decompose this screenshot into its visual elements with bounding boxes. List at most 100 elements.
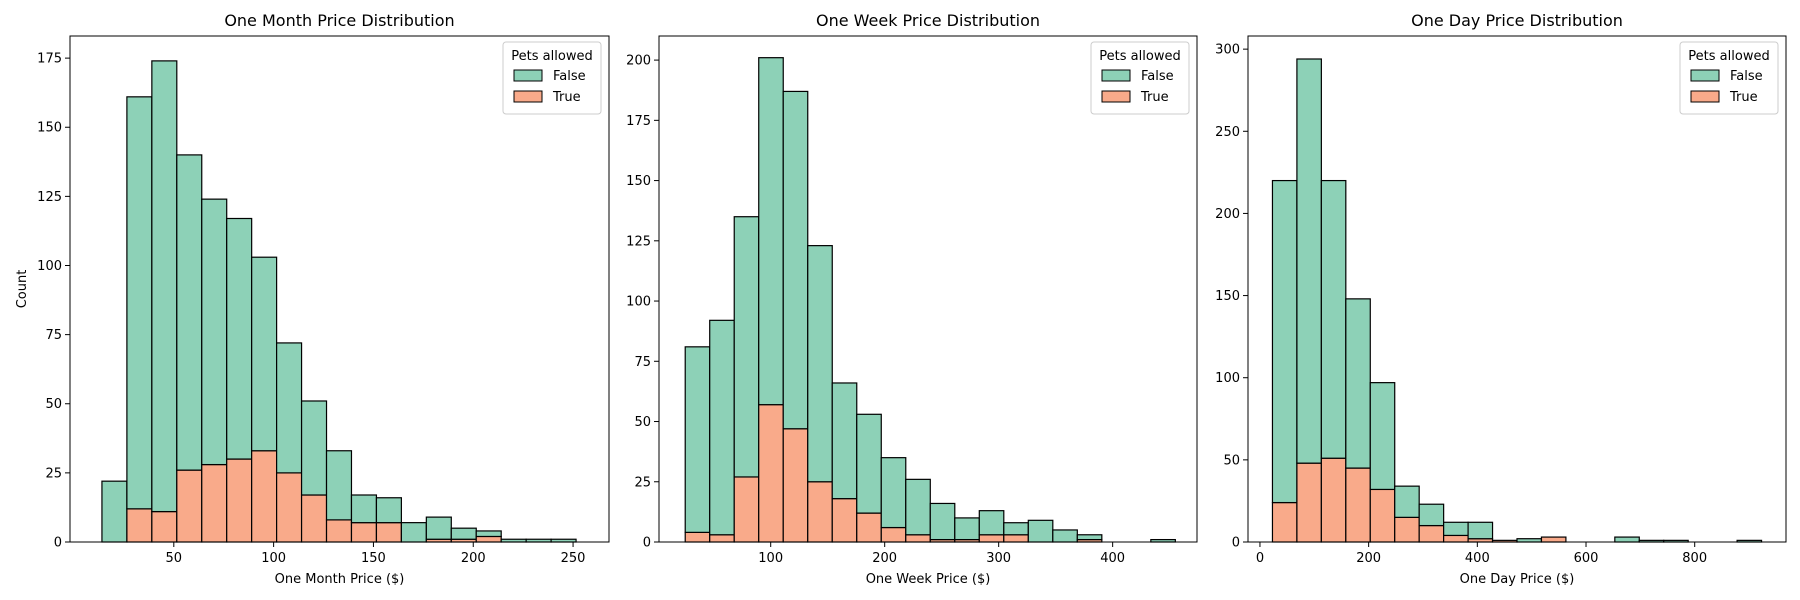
bar-false: [400, 522, 427, 543]
legend-label-false: False: [553, 69, 586, 84]
bar-false: [300, 400, 328, 496]
bar-true: [325, 519, 353, 543]
x-tick-label: 0: [1256, 551, 1264, 566]
y-tick-label: 100: [1215, 371, 1240, 386]
bar-false: [251, 256, 278, 452]
y-tick-label: 50: [634, 415, 651, 430]
legend-title: Pets allowed: [1099, 49, 1180, 64]
y-tick-label: 125: [37, 190, 62, 205]
bar-false: [176, 154, 203, 471]
plot-frame: [1247, 35, 1787, 543]
legend-title: Pets allowed: [511, 49, 592, 64]
legend: Pets allowed False True: [1090, 41, 1190, 115]
bar-false: [905, 478, 931, 536]
chart-2: 100 200 300 400 0 25 50 75 100 125 150 175 200 One We…: [626, 11, 1198, 587]
y-tick-label: 0: [1232, 536, 1240, 551]
bar-true: [1540, 536, 1567, 543]
x-tick-label: 250: [561, 551, 586, 566]
bar-true: [1345, 467, 1371, 543]
bar-true: [880, 526, 907, 543]
bar-true: [1003, 534, 1029, 543]
bar-false: [1003, 522, 1029, 536]
bar-false: [276, 342, 303, 474]
y-tick-label: 300: [1215, 43, 1240, 58]
bar-true: [375, 522, 402, 543]
bar-true: [831, 498, 858, 543]
bar-true: [807, 481, 833, 543]
bar-true: [1271, 501, 1298, 543]
y-tick-label: 50: [45, 397, 62, 412]
legend-swatch-true: [513, 90, 543, 103]
y-tick-label: 200: [1215, 207, 1240, 222]
legend-swatch-true: [1690, 90, 1720, 103]
x-tick-label: 100: [261, 551, 286, 566]
bar-true: [126, 508, 153, 543]
legend: Pets allowed False True: [502, 41, 602, 115]
y-tick-label: 200: [626, 54, 651, 69]
bar-true: [1296, 462, 1322, 543]
bar-false: [1296, 58, 1322, 464]
legend-label-true: True: [1729, 90, 1758, 105]
x-tick-label: 50: [166, 551, 183, 566]
legend-label-false: False: [1730, 69, 1763, 84]
x-tick-label: 400: [1465, 551, 1490, 566]
legend-swatch-true: [1101, 90, 1131, 103]
bar-false: [425, 516, 452, 540]
bar-false: [101, 480, 128, 543]
bar-false: [954, 517, 980, 541]
bar-true: [1369, 488, 1396, 543]
x-tick-label: 300: [986, 551, 1011, 566]
bar-false: [733, 216, 760, 478]
bar-false: [709, 319, 735, 536]
bar-true: [1418, 524, 1445, 543]
y-tick-label: 0: [54, 536, 62, 551]
bar-false: [1443, 521, 1469, 537]
bar-false: [1320, 179, 1347, 459]
x-axis-label: One Week Price ($): [866, 572, 991, 587]
y-tick-label: 75: [45, 328, 62, 343]
bar-false: [758, 57, 784, 406]
y-tick-label: 250: [1215, 125, 1240, 140]
legend: Pets allowed False True: [1679, 41, 1779, 115]
bar-false: [450, 527, 477, 540]
bar-false: [807, 245, 833, 483]
x-tick-label: 200: [872, 551, 897, 566]
legend-swatch-false: [1690, 69, 1720, 82]
bar-false: [880, 457, 907, 529]
y-tick-label: 150: [37, 121, 62, 136]
bar-false: [1345, 298, 1371, 469]
bar-false: [1271, 179, 1298, 504]
x-tick-label: 800: [1682, 551, 1707, 566]
y-tick-label: 50: [1223, 453, 1240, 468]
bar-false: [1369, 382, 1396, 491]
chart-1: 50 100 150 200 250 0 25 50 75 100 125 150 175 One Mon…: [15, 11, 610, 587]
bar-true: [1394, 516, 1420, 543]
legend-label-false: False: [1141, 69, 1174, 84]
y-tick-label: 25: [634, 475, 651, 490]
bar-false: [126, 96, 153, 510]
x-tick-label: 400: [1100, 551, 1125, 566]
y-tick-label: 175: [626, 114, 651, 129]
y-tick-label: 125: [626, 234, 651, 249]
plot-frame: [658, 35, 1198, 543]
bar-false: [475, 530, 502, 538]
bar-false: [375, 497, 402, 524]
bar-false: [151, 60, 178, 513]
bar-false: [226, 217, 253, 460]
bar-true: [176, 469, 203, 543]
bar-true: [201, 463, 228, 543]
bar-false: [831, 382, 858, 500]
x-tick-label: 600: [1574, 551, 1599, 566]
plot-frame: [69, 35, 610, 543]
bar-true: [350, 522, 378, 543]
bar-true: [151, 510, 178, 543]
bar-false: [325, 450, 353, 521]
bar-true: [276, 472, 303, 543]
bar-true: [1443, 534, 1469, 543]
x-tick-label: 100: [758, 551, 783, 566]
legend-swatch-false: [513, 69, 543, 82]
chart-title: One Day Price Distribution: [1411, 11, 1623, 30]
bar-true: [300, 494, 328, 543]
bar-true: [1320, 457, 1347, 543]
